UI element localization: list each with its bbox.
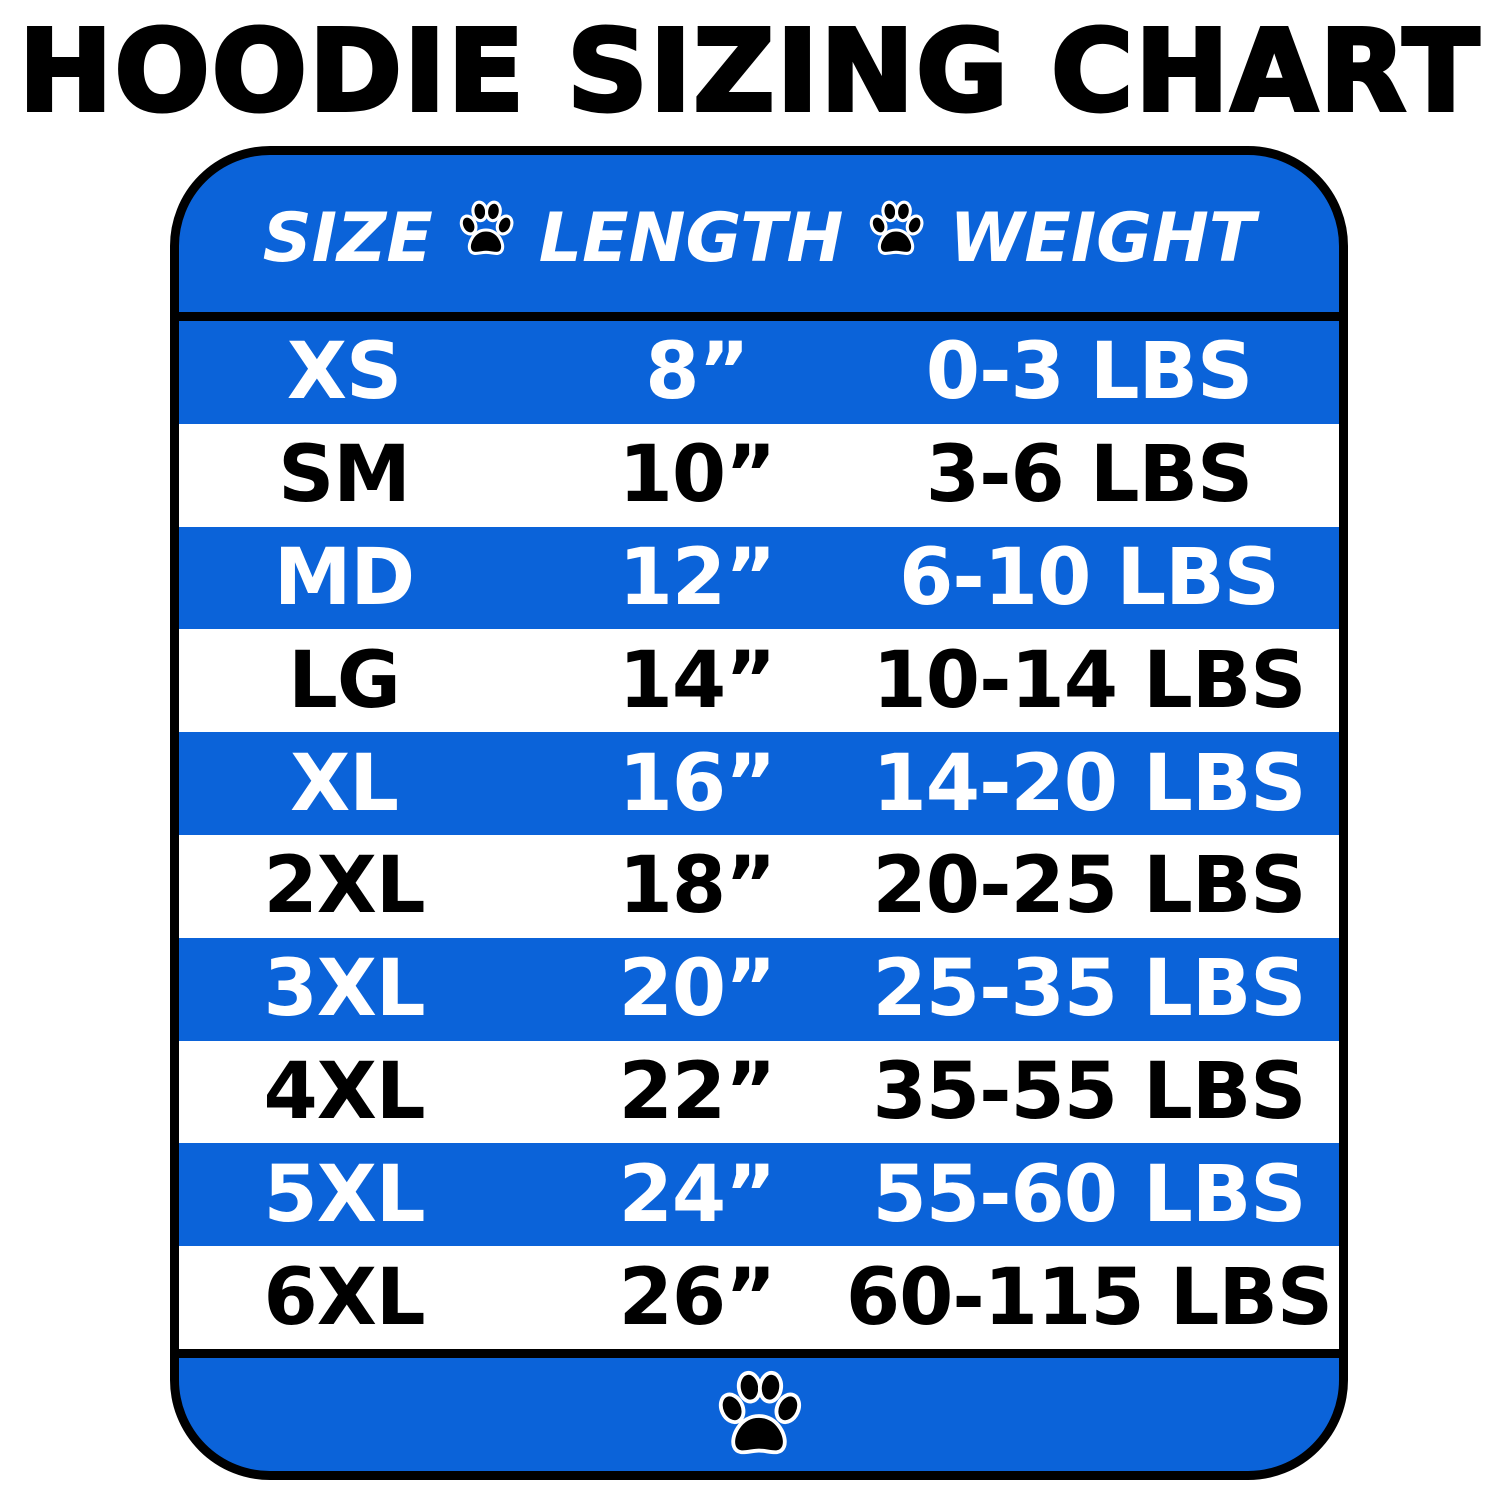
cell-size: 3XL: [263, 944, 425, 1035]
paw-print-icon: [711, 1368, 807, 1468]
cell-length: 22”: [618, 1046, 777, 1137]
cell-length: 8”: [645, 327, 750, 418]
cell-weight: 25-35 LBS: [872, 944, 1307, 1035]
table-row: 3XL 20” 25-35 LBS: [179, 937, 1339, 1041]
table-row: 4XL 22” 35-55 LBS: [179, 1040, 1339, 1144]
header-length: LENGTH: [538, 199, 844, 278]
cell-length: 26”: [618, 1252, 777, 1343]
header-weight: WEIGHT: [949, 199, 1256, 278]
table-row: 2XL 18” 20-25 LBS: [179, 834, 1339, 938]
table-row: LG 14” 10-14 LBS: [179, 629, 1339, 733]
cell-weight: 3-6 LBS: [925, 430, 1253, 521]
cell-size: 5XL: [263, 1149, 425, 1240]
table-row: 5XL 24” 55-60 LBS: [179, 1143, 1339, 1247]
table-body: XS 8” 0-3 LBS SM 10” 3-6 LBS MD 12” 6-10 LBS LG 14…: [179, 321, 1339, 1349]
header-size: SIZE: [262, 199, 433, 278]
cell-weight: 55-60 LBS: [872, 1149, 1307, 1240]
cell-length: 12”: [618, 532, 777, 623]
page-title: HOODIE SIZING CHART: [17, 7, 1482, 137]
cell-length: 16”: [618, 738, 777, 829]
divider: [179, 312, 1339, 321]
table-footer: [179, 1363, 1339, 1471]
cell-size: XL: [290, 738, 399, 829]
cell-weight: 6-10 LBS: [899, 532, 1280, 623]
table-header: SIZE LENGTH WEIGHT: [179, 155, 1339, 312]
table-row: SM 10” 3-6 LBS: [179, 423, 1339, 527]
paw-print-icon: [455, 199, 517, 278]
cell-weight: 60-115 LBS: [845, 1252, 1333, 1343]
cell-weight: 0-3 LBS: [925, 327, 1253, 418]
cell-size: MD: [273, 532, 415, 623]
table-row: XS 8” 0-3 LBS: [179, 321, 1339, 424]
cell-weight: 14-20 LBS: [872, 738, 1307, 829]
cell-length: 18”: [618, 841, 777, 932]
divider: [179, 1349, 1339, 1358]
cell-length: 20”: [618, 944, 777, 1035]
cell-weight: 35-55 LBS: [872, 1046, 1307, 1137]
cell-weight: 20-25 LBS: [872, 841, 1307, 932]
table-row: MD 12” 6-10 LBS: [179, 526, 1339, 630]
table-row: 6XL 26” 60-115 LBS: [179, 1246, 1339, 1349]
cell-size: 4XL: [263, 1046, 425, 1137]
paw-print-icon: [865, 199, 927, 278]
cell-length: 10”: [618, 430, 777, 521]
cell-size: 2XL: [263, 841, 425, 932]
cell-weight: 10-14 LBS: [872, 635, 1307, 726]
cell-size: LG: [288, 635, 401, 726]
cell-size: XS: [286, 327, 402, 418]
cell-size: SM: [278, 430, 411, 521]
table-row: XL 16” 14-20 LBS: [179, 732, 1339, 835]
cell-length: 14”: [618, 635, 777, 726]
cell-length: 24”: [618, 1149, 777, 1240]
cell-size: 6XL: [263, 1252, 425, 1343]
sizing-table: SIZE LENGTH WEIGHT XS 8” 0-3 LBS SM 10” 3-6 L…: [170, 146, 1348, 1480]
